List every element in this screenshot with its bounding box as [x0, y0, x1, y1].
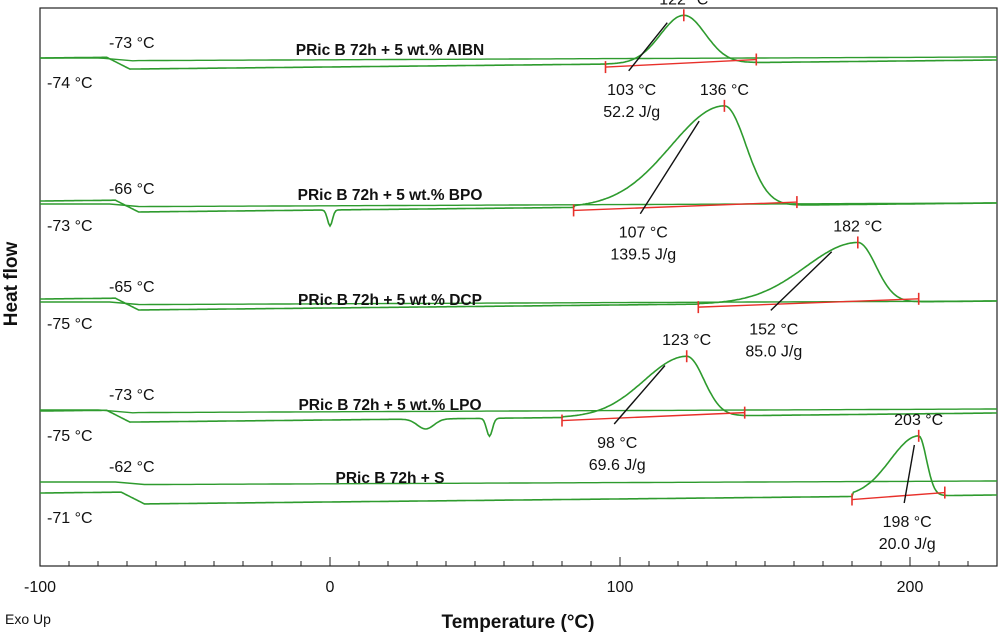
x-tick-label: 0 [326, 579, 335, 596]
plot-frame [39, 7, 998, 567]
heating-trace [40, 14, 997, 70]
series-title: PRic B 72h + 5 wt.% LPO [298, 397, 481, 414]
series-title: PRic B 72h + S [336, 470, 445, 487]
series-labels-4: PRic B 72h + 5 wt.% LPO -73 °C -75 °C 123 °… [47, 332, 711, 474]
tg-midpoint-label: -65 °C [109, 279, 155, 296]
onset-tangent [628, 22, 668, 72]
tg-midpoint-label: -73 °C [109, 35, 155, 52]
x-axis-title: Temperature (°C) [442, 612, 595, 633]
heating-trace [40, 241, 997, 311]
peak-label: 203 °C [894, 412, 943, 429]
series-5 [40, 429, 997, 506]
x-tick-label: 100 [607, 579, 634, 596]
peak-label: 182 °C [833, 218, 882, 235]
onset-label: 98 °C [597, 435, 637, 452]
enthalpy-label: 139.5 J/g [610, 247, 676, 264]
reference-trace [40, 480, 997, 486]
series-labels-3: PRic B 72h + 5 wt.% DCP -65 °C -75 °C 182 °… [47, 218, 882, 360]
onset-label: 103 °C [607, 82, 656, 99]
tg-onset-label: -71 °C [47, 510, 93, 527]
series-4 [40, 350, 997, 438]
onset-label: 107 °C [619, 225, 668, 242]
peak-label: 123 °C [662, 332, 711, 349]
enthalpy-label: 20.0 J/g [879, 536, 936, 553]
series-2 [40, 99, 997, 228]
onset-label: 198 °C [883, 514, 932, 531]
exo-up-note: Exo Up [5, 611, 51, 627]
heating-trace [40, 104, 997, 228]
peak-label: 136 °C [700, 82, 749, 99]
tg-onset-label: -74 °C [47, 75, 93, 92]
y-axis-title: Heat flow [1, 242, 22, 327]
series-title: PRic B 72h + 5 wt.% AIBN [296, 42, 485, 59]
onset-tangent [770, 251, 833, 311]
curves-layer [40, 9, 997, 506]
x-axis: -100 0 100 200 [24, 557, 998, 596]
series-labels-2: PRic B 72h + 5 wt.% BPO -66 °C -73 °C 136 °… [47, 82, 749, 264]
enthalpy-label: 85.0 J/g [745, 343, 802, 360]
onset-tangent [639, 120, 700, 215]
series-labels-1: PRic B 72h + 5 wt.% AIBN -73 °C -74 °C 122 … [47, 0, 708, 121]
integration-baseline [561, 411, 745, 422]
tg-onset-label: -75 °C [47, 316, 93, 333]
integration-baseline [698, 298, 919, 308]
tg-midpoint-label: -73 °C [109, 387, 155, 404]
enthalpy-label: 52.2 J/g [603, 104, 660, 121]
heating-trace [40, 434, 997, 505]
tg-midpoint-label: -66 °C [109, 181, 155, 198]
series-title: PRic B 72h + 5 wt.% BPO [298, 187, 483, 204]
onset-label: 152 °C [749, 321, 798, 338]
x-tick-label: -100 [24, 579, 56, 596]
reference-trace [40, 202, 997, 208]
onset-tangent [903, 444, 916, 504]
tg-midpoint-label: -62 °C [109, 459, 155, 476]
plot-border [39, 7, 998, 567]
reference-trace [40, 56, 997, 62]
series-3 [40, 236, 997, 314]
integration-baseline [851, 491, 945, 501]
tg-onset-label: -75 °C [47, 428, 93, 445]
reference-trace [40, 408, 997, 414]
onset-tangent [613, 365, 666, 425]
heating-trace [40, 355, 997, 438]
series-labels-5: PRic B 72h + S -62 °C -71 °C 203 °C 198 °C 20… [47, 412, 943, 553]
labels-layer: PRic B 72h + 5 wt.% AIBN -73 °C -74 °C 122 … [47, 0, 943, 553]
peak-label: 122 °C [659, 0, 708, 8]
x-tick-label: 200 [897, 579, 924, 596]
series-title: PRic B 72h + 5 wt.% DCP [298, 292, 482, 309]
tg-onset-label: -73 °C [47, 218, 93, 235]
enthalpy-label: 69.6 J/g [589, 457, 646, 474]
series-1 [40, 9, 997, 74]
integration-baseline [605, 58, 757, 68]
integration-baseline [573, 201, 797, 212]
